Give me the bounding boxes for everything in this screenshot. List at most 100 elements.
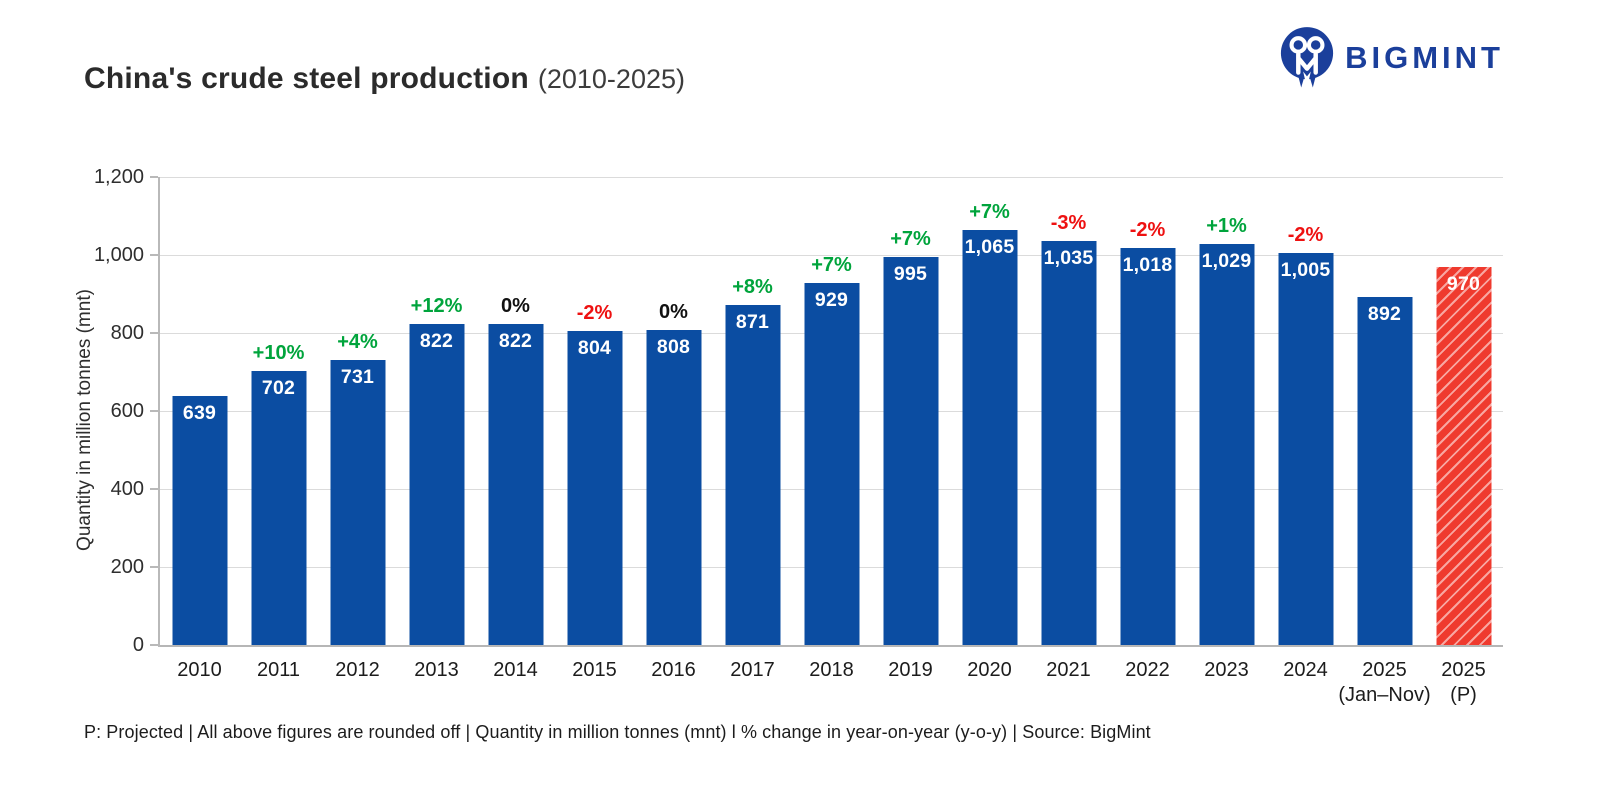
bar-value-label: 822: [498, 330, 533, 352]
gridline: [160, 176, 1503, 178]
projected-bar: 970: [1436, 267, 1491, 645]
y-axis-tick: [150, 488, 158, 490]
bar-column: 0% 808 2016: [634, 177, 713, 681]
bar-column: -2% 1,018 2022: [1108, 177, 1187, 681]
y-tick-label: 800: [110, 322, 144, 344]
bar: 1,065: [962, 230, 1017, 645]
bar-value-label: 871: [735, 311, 770, 333]
bar-column: +7% 929 2018: [792, 177, 871, 681]
bar-column: +8% 871 2017: [713, 177, 792, 681]
yoy-change-label: 0%: [659, 301, 688, 323]
bar-value-label: 995: [893, 263, 928, 285]
chart-title: China's crude steel production: [84, 62, 529, 95]
bar: 804: [567, 331, 622, 645]
bar-value-label: 639: [182, 402, 217, 424]
footer-note: P: Projected | All above figures are rou…: [84, 722, 1151, 742]
bar-column: +7% 1,065 2020: [950, 177, 1029, 681]
bar: 1,029: [1199, 244, 1254, 645]
x-tick-label: 2011: [256, 659, 300, 681]
y-axis-tick: [150, 332, 158, 334]
y-axis-tick: [150, 566, 158, 568]
yoy-change-label: -3%: [1050, 212, 1087, 234]
brand-name: BIGMINT: [1345, 40, 1504, 75]
bar-value-label: 892: [1367, 303, 1402, 325]
yoy-change-label: 0%: [501, 295, 530, 317]
x-tick-label: 2015: [572, 659, 617, 681]
y-tick-label: 0: [132, 634, 144, 656]
x-tick-label: 2016: [651, 659, 696, 681]
page-title: China's crude steel production (2010-2025…: [84, 62, 685, 96]
bar-column: -3% 1,035 2021: [1029, 177, 1108, 681]
y-tick-label: 600: [110, 400, 144, 422]
x-tick-label: 2024: [1283, 659, 1328, 681]
bar-column: +1% 1,029 2023: [1187, 177, 1266, 681]
yoy-change-label: +7%: [969, 201, 1010, 223]
bar: 808: [646, 330, 701, 645]
x-tick-label: 2025 (Jan–Nov): [1338, 659, 1431, 706]
bar: 1,035: [1041, 241, 1096, 645]
bar: 822: [488, 324, 543, 645]
bar-value-label: 929: [814, 289, 849, 311]
bar: 702: [251, 371, 306, 645]
x-tick-label: 2025 (P): [1441, 659, 1486, 706]
y-axis-tick: [150, 254, 158, 256]
x-tick-label: 2012: [335, 659, 380, 681]
x-tick-label: 2010: [177, 659, 222, 681]
bar: 731: [330, 360, 385, 645]
y-axis-tick: [150, 644, 158, 646]
bar-column: 970 2025 (P): [1424, 177, 1503, 706]
bar: 929: [804, 283, 859, 645]
bar: 871: [725, 305, 780, 645]
plot-area: 0 200 400 600 800 1,000 1,200 639 2010 +10% 702 20…: [94, 166, 1503, 706]
bar-column: +4% 731 2012: [318, 177, 397, 681]
yoy-change-label: +10%: [252, 342, 305, 364]
bar-value-label: 1,029: [1201, 250, 1252, 272]
x-tick-label: 2014: [493, 659, 538, 681]
yoy-change-label: -2%: [1287, 224, 1324, 246]
y-axis-tick: [150, 410, 158, 412]
y-tick-label: 1,000: [93, 244, 144, 266]
x-tick-label: 2019: [888, 659, 933, 681]
bar: 639: [172, 396, 227, 645]
bar-value-label: 822: [419, 330, 454, 352]
x-tick-label: 2020: [967, 659, 1012, 681]
bar-column: 892 2025 (Jan–Nov): [1338, 177, 1431, 706]
x-axis-line: [160, 645, 1503, 647]
y-axis-line: [158, 177, 160, 647]
x-tick-label: 2023: [1204, 659, 1249, 681]
bar: 1,005: [1278, 253, 1333, 645]
yoy-change-label: +4%: [337, 331, 378, 353]
yoy-change-label: -2%: [576, 302, 613, 324]
x-tick-label: 2013: [414, 659, 459, 681]
yoy-change-label: +1%: [1206, 215, 1247, 237]
x-tick-label: 2022: [1125, 659, 1170, 681]
bar-value-label: 970: [1446, 273, 1481, 295]
y-tick-label: 1,200: [93, 166, 144, 188]
bar-column: +10% 702 2011: [239, 177, 318, 681]
bar-value-label: 1,018: [1122, 254, 1173, 276]
brand-logo: BIGMINT: [1278, 26, 1504, 90]
bar-column: 639 2010: [160, 177, 239, 681]
bar-value-label: 1,035: [1043, 247, 1094, 269]
bar: 1,018: [1120, 248, 1175, 645]
bar: 892: [1357, 297, 1412, 645]
x-tick-label: 2018: [809, 659, 854, 681]
bar-value-label: 702: [261, 377, 296, 399]
bar-value-label: 731: [340, 366, 375, 388]
yoy-change-label: +7%: [890, 228, 931, 250]
yoy-change-label: +7%: [811, 254, 852, 276]
bar-column: -2% 804 2015: [555, 177, 634, 681]
yoy-change-label: +8%: [732, 276, 773, 298]
bar-column: +7% 995 2019: [871, 177, 950, 681]
y-axis-tick: [150, 176, 158, 178]
bar-column: -2% 1,005 2024: [1266, 177, 1345, 681]
x-tick-label: 2021: [1046, 659, 1091, 681]
bar-value-label: 808: [656, 336, 691, 358]
bar-column: 0% 822 2014: [476, 177, 555, 681]
bar-value-label: 1,065: [964, 236, 1015, 258]
bar: 822: [409, 324, 464, 645]
y-tick-label: 400: [110, 478, 144, 500]
gridline: [160, 254, 1503, 256]
bar-value-label: 804: [577, 337, 612, 359]
